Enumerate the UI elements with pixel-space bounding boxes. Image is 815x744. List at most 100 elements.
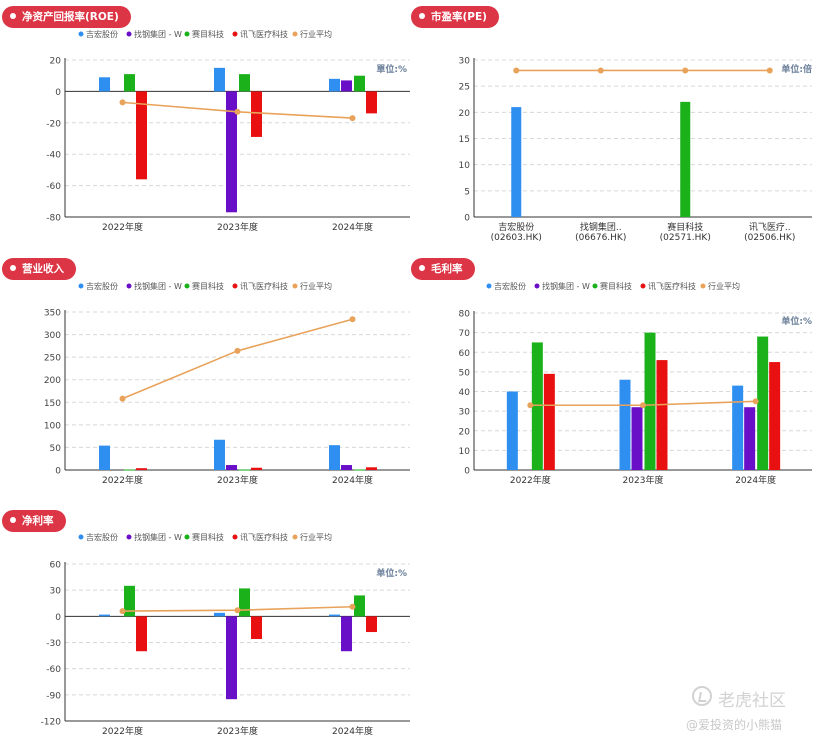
average-point	[597, 67, 604, 74]
bar-revenue-2-0	[329, 445, 340, 470]
average-point	[349, 115, 356, 122]
bar-revenue-1-2	[239, 469, 250, 471]
x-tick-label: 2022年度	[102, 221, 143, 233]
legend-marker-3	[232, 31, 238, 37]
bar-roe-0-0	[99, 77, 110, 92]
bar-roe-0-2	[124, 74, 135, 92]
y-tick-label: 100	[44, 421, 61, 431]
x-tick-label: 2022年度	[102, 474, 143, 486]
legend-label: 赛目科技	[192, 532, 224, 542]
legend-label: 找钢集团 - W	[134, 281, 182, 291]
average-point	[119, 608, 126, 615]
y-tick-label: 0	[464, 467, 470, 477]
legend-label: 行业平均	[300, 29, 332, 39]
y-tick-label: 20	[50, 57, 62, 67]
bar-revenue-1-3	[251, 467, 262, 470]
bar-revenue-2-1	[341, 465, 352, 470]
bar-net-2-0	[329, 614, 340, 617]
legend-marker-3	[232, 283, 238, 289]
x-tick-label: (02506.HK)	[744, 233, 795, 243]
y-tick-label: 30	[459, 57, 471, 67]
y-tick-label: 25	[459, 83, 470, 93]
bar-revenue-1-1	[226, 465, 237, 470]
x-tick-label: 2024年度	[332, 725, 373, 737]
bar-net-2-1	[341, 616, 352, 652]
legend-label: 行业平均	[300, 532, 332, 542]
bar-roe-1-3	[251, 91, 262, 137]
legend-label: 行业平均	[708, 281, 740, 291]
net-margin-chart: 吉宏股份 找钢集团 - W 赛目科技 讯飞医疗科技 行业平均 60 30 0 -30 -60 -90…	[41, 532, 410, 737]
y-tick-label: -90	[46, 691, 61, 701]
y-tick-label: -80	[46, 214, 61, 224]
bar-revenue-0-2	[124, 469, 135, 471]
y-tick-label: 350	[44, 309, 61, 319]
x-tick-label: (02571.HK)	[660, 233, 711, 243]
bar-revenue-0-0	[99, 445, 110, 470]
y-tick-label: 0	[55, 613, 61, 623]
legend-marker-0	[486, 283, 492, 289]
bar-net-1-2	[239, 588, 250, 617]
legend-label: 找钢集团 - W	[134, 532, 182, 542]
legend-marker-2	[184, 283, 190, 289]
unit-label: 单位:%	[781, 315, 812, 327]
y-tick-label: 150	[44, 399, 61, 409]
bar-net-0-0	[99, 614, 110, 617]
bar-net-2-2	[354, 595, 365, 617]
legend-label: 讯飞医疗科技	[240, 532, 288, 542]
y-tick-label: -20	[46, 119, 61, 129]
bar-roe-1-2	[239, 74, 250, 92]
bar-gross-2-3	[769, 362, 781, 470]
legend-label: 找钢集团 - W	[134, 29, 182, 39]
bar-gross-1-2	[644, 332, 656, 470]
legend-label: 吉宏股份	[86, 29, 118, 39]
y-tick-label: 60	[50, 561, 62, 571]
y-tick-label: 300	[44, 331, 61, 341]
tiger-community-logo-icon	[692, 686, 712, 706]
bar-revenue-1-0	[214, 439, 225, 470]
legend-marker-4	[292, 283, 298, 289]
y-tick-label: 15	[459, 135, 470, 145]
x-tick-label: 找钢集团..	[580, 221, 622, 233]
average-point	[234, 607, 241, 614]
average-point	[752, 398, 759, 405]
bar-roe-2-3	[366, 91, 377, 114]
bar-pe-2	[680, 101, 691, 217]
y-tick-label: 20	[459, 109, 471, 119]
gross-margin-chart: 吉宏股份 找钢集团 - W 赛目科技 讯飞医疗科技 行业平均 80 70 60 50 40 30 20…	[459, 281, 812, 486]
legend-marker-3	[232, 534, 238, 540]
y-tick-label: 10	[459, 161, 471, 171]
bar-gross-1-1	[631, 407, 643, 470]
pe-title-tag: 市盈率(PE)	[411, 6, 499, 28]
watermark-author: @爱投资的小熊猫	[686, 718, 783, 732]
y-tick-label: -30	[46, 639, 61, 649]
legend-marker-2	[592, 283, 598, 289]
average-point	[766, 67, 773, 74]
legend-label: 找钢集团 - W	[542, 281, 590, 291]
bar-roe-1-0	[214, 67, 225, 92]
bar-net-0-2	[124, 585, 135, 617]
revenue-chart: 吉宏股份 找钢集团 - W 赛目科技 讯飞医疗科技 行业平均 350 300 250 200 15…	[44, 281, 410, 486]
bar-net-1-0	[214, 612, 225, 617]
bar-gross-2-0	[732, 385, 744, 470]
unit-label: 單位:%	[376, 63, 407, 75]
average-point	[527, 402, 534, 409]
legend-marker-1	[126, 534, 132, 540]
y-tick-label: 0	[55, 88, 61, 98]
y-tick-label: 50	[459, 368, 471, 378]
bar-roe-0-3	[136, 91, 147, 180]
legend-marker-2	[184, 534, 190, 540]
y-tick-label: 200	[44, 376, 61, 386]
average-point	[119, 99, 126, 106]
bar-net-1-3	[251, 616, 262, 640]
legend-label: 吉宏股份	[86, 532, 118, 542]
bar-gross-1-3	[656, 360, 668, 470]
legend-marker-0	[78, 534, 84, 540]
average-point	[513, 67, 520, 74]
roe-chart: 吉宏股份 找钢集团 - W 赛目科技 讯飞医疗科技 行业平均 20 0 -20 -40 -60 -8…	[46, 29, 410, 233]
y-tick-label: 40	[459, 388, 471, 398]
watermark-brand: 老虎社区	[718, 691, 786, 711]
bar-net-0-3	[136, 616, 147, 652]
legend-marker-4	[292, 31, 298, 37]
bar-net-2-3	[366, 616, 377, 633]
